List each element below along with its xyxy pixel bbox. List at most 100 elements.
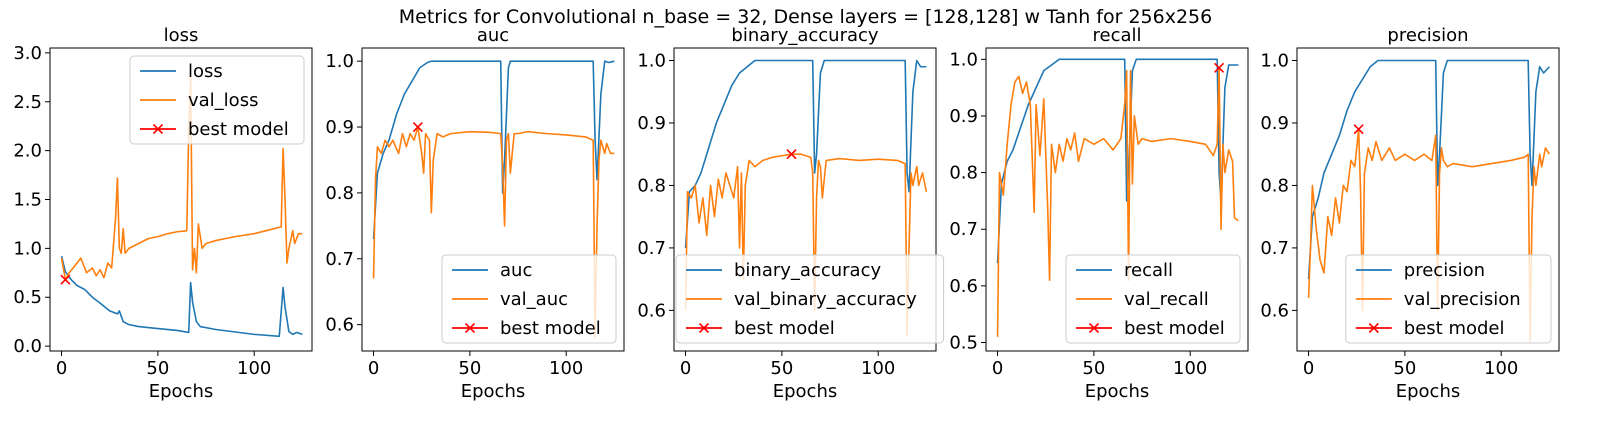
plot-frame: [673, 47, 937, 352]
best-model-marker-stroke: [1353, 124, 1364, 135]
legend-label: val_binary_accuracy: [734, 289, 917, 310]
series-line-binary-accuracy: [684, 59, 927, 248]
legend-label: auc: [500, 260, 532, 281]
legend-box: [1345, 254, 1552, 344]
legend-box: [129, 55, 305, 145]
legend-label: best model: [1124, 318, 1225, 339]
legend-label: best model: [1404, 318, 1505, 339]
y-tick-label: 0.6: [949, 276, 978, 297]
y-tick-label: 1.0: [637, 50, 666, 71]
subplot-binary-accuracy: 0 50 100 0.6 0.7 0.8 0.9 1.0 binary_accuracy Epoc…: [637, 25, 945, 402]
y-tick-label: 0.5: [13, 287, 42, 308]
best-model-marker: [1214, 62, 1225, 73]
x-tick-label: 0: [1303, 358, 1314, 379]
x-axis-label: Epochs: [773, 381, 838, 402]
best-model-marker-stroke: [786, 149, 797, 160]
y-tick-label: 1.5: [13, 190, 42, 211]
series-line-precision: [1307, 59, 1550, 280]
legend-marker-best-model: [1088, 322, 1100, 334]
legend-label: val_recall: [1124, 289, 1209, 310]
x-tick-label: 100: [549, 358, 583, 379]
x-tick-label: 0: [368, 358, 379, 379]
x-axis-label: Epochs: [1396, 381, 1461, 402]
y-tick-label: 1.0: [949, 49, 978, 70]
x-tick-label: 100: [1484, 358, 1518, 379]
y-tick-label: 0.5: [949, 333, 978, 354]
subplot-title: auc: [477, 25, 509, 46]
legend-label: recall: [1124, 260, 1173, 281]
legend-marker-best-model: [698, 322, 710, 334]
subplot-title: binary_accuracy: [731, 25, 878, 46]
series-line-val-binary-accuracy: [684, 153, 928, 337]
legend-label: val_loss: [188, 90, 258, 111]
series-lines: [60, 76, 303, 338]
plot-frame: [361, 47, 625, 352]
plot-frame: [985, 47, 1249, 352]
legend-marker-best-model: [1368, 322, 1379, 334]
subplot-title: recall: [1092, 25, 1141, 46]
best-model-marker: [786, 149, 797, 160]
best-model-marker-stroke: [1214, 62, 1225, 73]
best-model-marker: [60, 274, 71, 285]
x-tick-label: 100: [861, 358, 895, 379]
y-tick-label: 1.0: [13, 238, 42, 259]
y-tick-label: 0.9: [325, 117, 354, 138]
subplot-loss: 0 50 100 0.0 0.5 1.0 1.5 2.0 2.5 3.0 loss Epochs los…: [13, 25, 313, 402]
subplot-title: precision: [1387, 25, 1468, 46]
x-tick-label: 0: [680, 358, 691, 379]
y-tick-label: 3.0: [13, 43, 42, 64]
legend-label: precision: [1404, 260, 1485, 281]
x-tick-label: 50: [770, 358, 793, 379]
legend-marker-best-model: [152, 123, 164, 135]
y-tick-label: 0.7: [325, 249, 354, 270]
x-tick-label: 50: [1082, 358, 1105, 379]
y-tick-label: 0.8: [1260, 175, 1289, 196]
x-axis-label: Epochs: [461, 381, 526, 402]
y-tick-label: 2.5: [13, 92, 42, 113]
series-line-recall: [996, 58, 1239, 264]
y-tick-label: 0.7: [949, 219, 978, 240]
legend-label: best model: [734, 318, 835, 339]
y-tick-label: 1.0: [325, 51, 354, 72]
legend-label: loss: [188, 61, 223, 82]
plot-frame: [1296, 47, 1560, 352]
legend-box: [441, 254, 617, 344]
figure-suptitle: Metrics for Convolutional n_base = 32, D…: [398, 6, 1213, 28]
best-model-marker-stroke: [60, 274, 71, 285]
legend-box: [1065, 254, 1241, 344]
series-line-val-recall: [996, 67, 1239, 337]
x-tick-label: 50: [458, 358, 481, 379]
y-tick-label: 0.9: [637, 113, 666, 134]
series-lines: [1307, 59, 1551, 343]
y-tick-label: 0.9: [1260, 113, 1289, 134]
legend-label: best model: [500, 318, 601, 339]
y-tick-label: 2.0: [13, 141, 42, 162]
y-tick-label: 0.8: [637, 175, 666, 196]
y-tick-label: 0.7: [637, 238, 666, 259]
subplot-auc: 0 50 100 0.6 0.7 0.8 0.9 1.0 auc Epochs auc val_auc…: [325, 25, 625, 402]
subplot-precision: 0 50 100 0.6 0.7 0.8 0.9 1.0 precision Epochs prec…: [1260, 25, 1560, 402]
y-tick-label: 1.0: [1260, 50, 1289, 71]
y-tick-label: 0.8: [949, 163, 978, 184]
y-tick-label: 0.8: [325, 183, 354, 204]
x-axis-label: Epochs: [1085, 381, 1150, 402]
x-tick-label: 50: [146, 358, 169, 379]
legend-label: val_precision: [1404, 289, 1521, 310]
series-lines: [996, 58, 1239, 337]
x-tick-label: 100: [1173, 358, 1207, 379]
series-line-val-loss: [60, 76, 303, 281]
x-tick-label: 50: [1393, 358, 1416, 379]
y-tick-label: 0.6: [637, 300, 666, 321]
best-model-marker-stroke: [412, 121, 423, 133]
series-lines: [684, 59, 928, 337]
y-tick-label: 0.0: [13, 336, 42, 357]
best-model-marker: [1353, 124, 1364, 135]
legend-label: val_auc: [500, 289, 568, 310]
legend-label: best model: [188, 119, 289, 140]
subplot-recall: 0 50 100 0.5 0.6 0.7 0.8 0.9 1.0 recall Epochs reca…: [949, 25, 1249, 402]
y-tick-label: 0.6: [325, 315, 354, 336]
